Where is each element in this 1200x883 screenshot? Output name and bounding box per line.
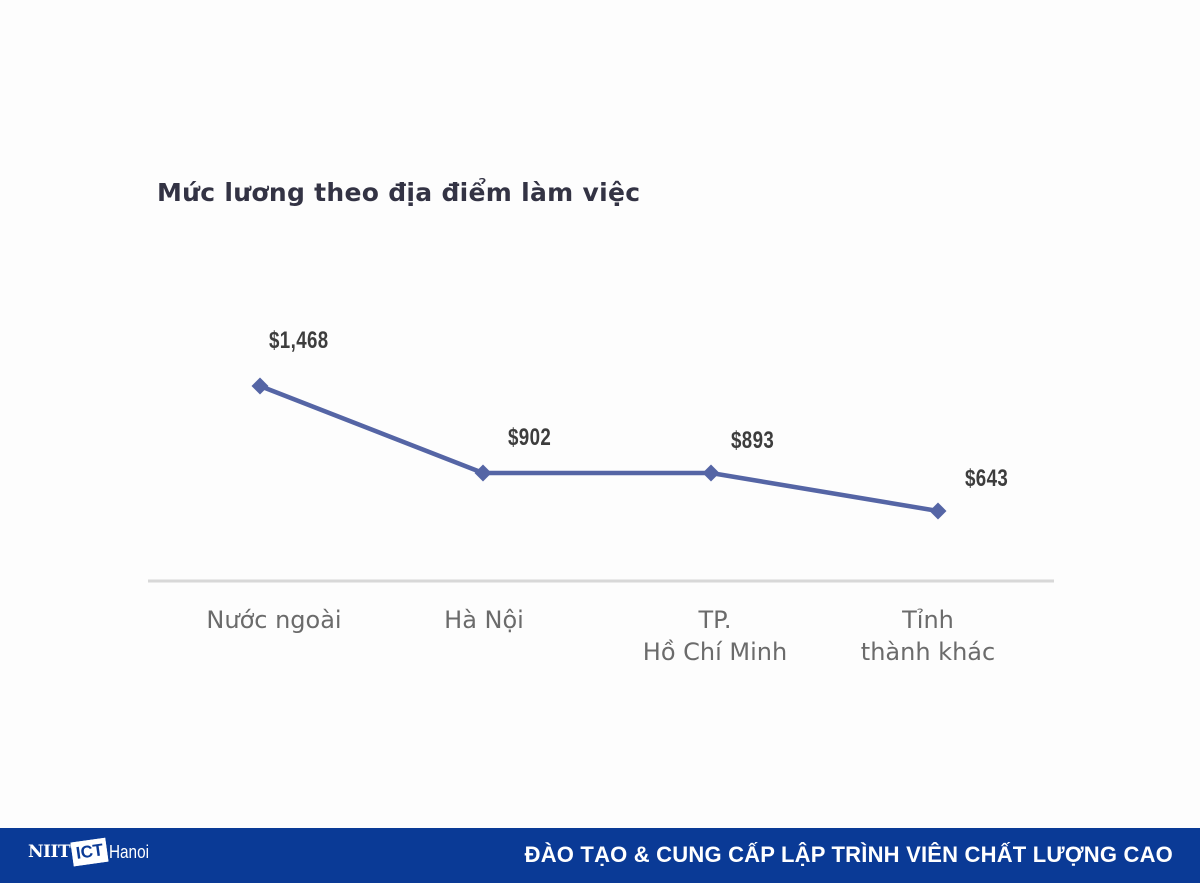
category-line: Tỉnh <box>902 606 954 634</box>
niit-ict-logo: NIIT ICT Hanoi <box>28 837 157 867</box>
category-line: Hồ Chí Minh <box>642 638 788 666</box>
footer-banner: NIIT ICT Hanoi ĐÀO TẠO & CUNG CẤP LẬP TR… <box>0 828 1200 883</box>
data-point-marker <box>929 502 947 520</box>
category-line: thành khác <box>860 638 996 666</box>
logo-niit-text: NIIT <box>28 842 71 862</box>
data-point-marker <box>474 464 492 482</box>
value-label-nuoc-ngoai: $1,468 <box>269 327 329 354</box>
data-point-marker <box>702 464 720 482</box>
category-label-ha-noi: Hà Nội <box>364 604 604 636</box>
salary-line <box>259 383 939 514</box>
value-label-hcm: $893 <box>731 427 775 454</box>
category-label-tinh-khac: Tỉnh thành khác <box>808 604 1048 668</box>
footer-slogan: ĐÀO TẠO & CUNG CẤP LẬP TRÌNH VIÊN CHẤT L… <box>524 842 1173 867</box>
logo-hanoi-text: Hanoi <box>109 841 150 862</box>
chart-title: Mức lương theo địa điểm làm việc <box>157 178 641 207</box>
category-line: Hà Nội <box>444 606 524 634</box>
logo-ict-icon: ICT <box>70 837 109 867</box>
value-label-tinh-khac: $643 <box>965 465 1009 492</box>
value-label-ha-noi: $902 <box>508 424 552 451</box>
category-line: Nước ngoài <box>206 606 342 634</box>
category-line: TP. <box>698 606 732 634</box>
category-label-hcm: TP. Hồ Chí Minh <box>595 604 835 668</box>
data-point-marker <box>251 377 269 395</box>
category-label-nuoc-ngoai: Nước ngoài <box>154 604 394 636</box>
